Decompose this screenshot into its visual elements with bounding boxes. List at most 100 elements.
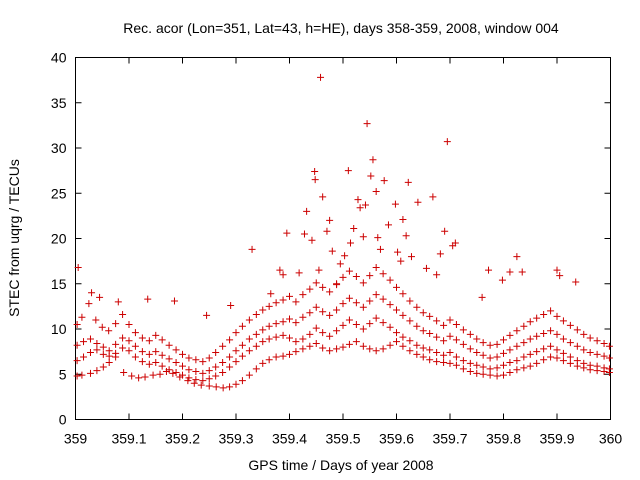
- data-point: [158, 362, 166, 370]
- data-point: [359, 342, 367, 350]
- data-point: [479, 339, 487, 347]
- data-point: [114, 298, 122, 306]
- data-point: [580, 330, 588, 338]
- data-point: [172, 368, 180, 376]
- data-point: [413, 322, 421, 330]
- data-point: [479, 363, 487, 371]
- data-point: [219, 368, 227, 376]
- data-point: [319, 193, 327, 201]
- data-point: [279, 271, 287, 279]
- data-point: [366, 345, 374, 353]
- data-point: [345, 294, 353, 302]
- data-point: [323, 227, 331, 235]
- data-point: [586, 334, 594, 342]
- x-tick-label: 359.5: [325, 431, 360, 447]
- data-point: [199, 369, 207, 377]
- data-point: [192, 356, 200, 364]
- x-tick-label: 360: [599, 431, 623, 447]
- data-point: [245, 371, 253, 379]
- data-point: [156, 370, 164, 378]
- data-point: [205, 354, 213, 362]
- data-point: [366, 272, 374, 280]
- data-point: [513, 253, 521, 261]
- data-point: [493, 340, 501, 348]
- data-point: [352, 273, 360, 281]
- data-point: [165, 341, 173, 349]
- data-point: [73, 341, 81, 349]
- data-point: [138, 334, 146, 342]
- y-tick-label: 40: [51, 50, 67, 66]
- data-point: [533, 332, 541, 340]
- data-point: [120, 368, 128, 376]
- data-point: [393, 306, 400, 314]
- data-point: [520, 322, 528, 330]
- data-point: [586, 349, 594, 357]
- data-point: [265, 356, 273, 364]
- data-point: [419, 344, 427, 352]
- data-point: [232, 358, 240, 366]
- data-point: [341, 252, 349, 260]
- data-point: [252, 342, 260, 350]
- data-point: [78, 371, 86, 379]
- data-point: [203, 311, 211, 319]
- data-point: [459, 365, 467, 373]
- data-point: [367, 172, 375, 180]
- data-point: [486, 354, 494, 362]
- data-point: [446, 332, 454, 340]
- data-point: [419, 327, 427, 335]
- x-tick-label: 359.8: [486, 431, 521, 447]
- data-point: [414, 198, 422, 206]
- data-point: [259, 359, 267, 367]
- data-point: [540, 311, 548, 319]
- data-point: [397, 257, 405, 265]
- data-point: [74, 263, 82, 271]
- data-point: [426, 346, 434, 354]
- x-axis: 359 359.1 359.2 359.3 359.4 359.5 359.6 359.7 35…: [64, 57, 623, 447]
- data-point: [238, 377, 246, 385]
- data-point: [440, 358, 448, 366]
- data-point: [580, 346, 588, 354]
- data-point: [339, 300, 347, 308]
- data-point: [312, 303, 320, 311]
- data-point: [299, 335, 307, 343]
- data-point: [520, 353, 528, 361]
- data-point: [352, 320, 360, 328]
- data-point: [212, 363, 220, 371]
- data-point: [279, 331, 287, 339]
- data-point: [292, 348, 300, 356]
- data-point: [493, 372, 501, 380]
- data-point: [391, 200, 399, 208]
- data-point: [286, 334, 293, 342]
- data-point: [292, 338, 300, 346]
- data-point: [145, 360, 153, 368]
- data-point: [384, 221, 392, 229]
- data-point: [219, 358, 227, 366]
- data-point: [372, 187, 380, 195]
- data-point: [179, 371, 186, 379]
- data-point: [547, 327, 555, 335]
- data-point: [473, 349, 481, 357]
- data-point: [520, 339, 528, 347]
- data-point: [605, 354, 613, 362]
- data-point: [96, 293, 104, 301]
- data-point: [593, 350, 601, 358]
- x-tick-label: 359: [64, 431, 88, 447]
- data-point: [315, 266, 323, 274]
- data-point: [141, 373, 149, 381]
- data-point: [399, 290, 407, 298]
- data-point: [350, 225, 358, 233]
- data-point: [553, 312, 561, 320]
- data-point: [399, 311, 407, 319]
- data-point: [376, 245, 384, 253]
- data-point: [459, 340, 467, 348]
- data-point: [199, 358, 207, 366]
- data-point: [145, 350, 153, 358]
- data-point: [573, 342, 581, 350]
- data-point: [185, 354, 193, 362]
- data-point: [498, 276, 506, 284]
- data-point: [299, 345, 307, 353]
- data-point: [346, 239, 354, 247]
- data-point: [473, 369, 481, 377]
- x-tick-label: 359.9: [539, 431, 574, 447]
- data-point: [359, 279, 367, 287]
